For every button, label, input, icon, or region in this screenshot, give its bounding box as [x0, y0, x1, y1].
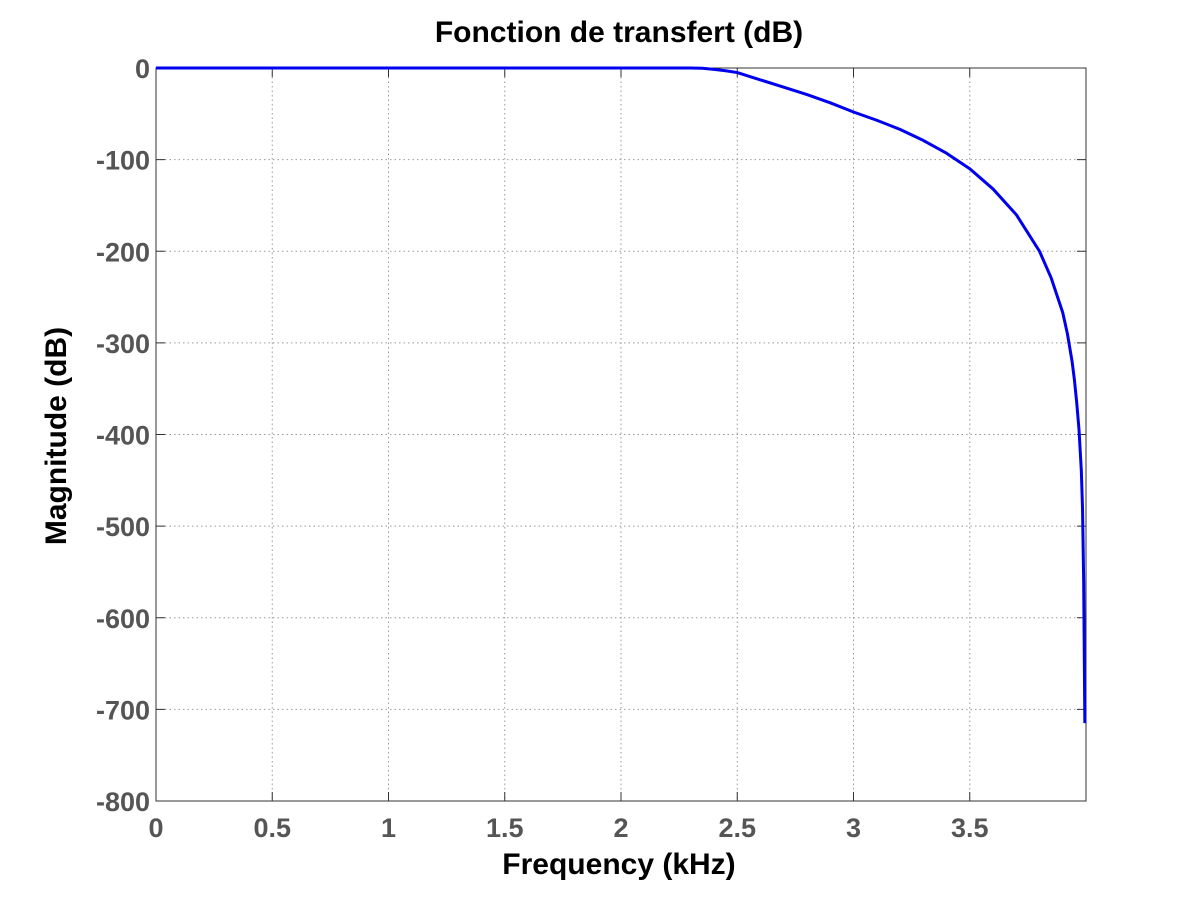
x-tick-label: 2.5 [718, 813, 756, 843]
x-tick-label: 1.5 [486, 813, 524, 843]
y-tick-label: -800 [96, 787, 150, 817]
x-tick-label: 0.5 [253, 813, 291, 843]
x-tick-label: 0 [148, 813, 163, 843]
y-tick-label: -200 [96, 237, 150, 267]
x-tick-label: 3.5 [951, 813, 989, 843]
tick-layer: 0 0.5 1 1.5 2 2.5 3 3.5 0 -100 -200 -300 -400 -500 -60… [96, 54, 1086, 843]
y-tick-label: -700 [96, 695, 150, 725]
y-axis-label: Magnitude (dB) [40, 327, 73, 545]
x-tick-label: 3 [846, 813, 861, 843]
x-tick-label: 2 [613, 813, 628, 843]
y-tick-label: -300 [96, 329, 150, 359]
grid-layer [156, 68, 1086, 801]
y-tick-label: -500 [96, 512, 150, 542]
y-tick-label: 0 [135, 54, 150, 84]
y-tick-label: -100 [96, 146, 150, 176]
x-tick-label: 1 [381, 813, 396, 843]
series-line [156, 66, 1087, 724]
y-tick-label: -400 [96, 421, 150, 451]
series-layer [156, 66, 1087, 724]
chart-title: Fonction de transfert (dB) [435, 16, 803, 49]
x-axis-label: Frequency (kHz) [502, 848, 735, 881]
y-tick-label: -600 [96, 604, 150, 634]
